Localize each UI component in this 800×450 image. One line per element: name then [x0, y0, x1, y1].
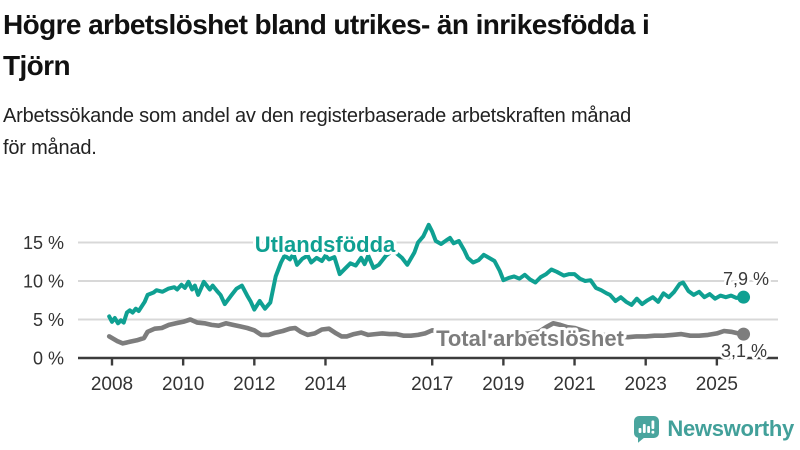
x-axis-label-2023: 2023 [625, 374, 667, 395]
chart-header: Högre arbetslöshet bland utrikes- än inr… [3, 4, 797, 164]
series-label-0: Utlandsfödda [255, 232, 396, 257]
x-axis-label-2017: 2017 [411, 374, 453, 395]
page-title: Högre arbetslöshet bland utrikes- än inr… [3, 4, 797, 86]
y-axis-label-0: 0 % [33, 349, 64, 369]
x-axis-label-2012: 2012 [233, 374, 275, 395]
x-axis-label-2019: 2019 [482, 374, 524, 395]
newsworthy-brand[interactable]: Newsworthy [634, 413, 794, 445]
series-line-1 [106, 317, 746, 346]
line-chart: 0 % 5 % 10 % 15 % 2008 2010 2012 2014 2017 2019 20… [0, 205, 800, 405]
chart-subtitle: Arbetssökande som andel av den registerb… [3, 100, 797, 164]
y-axis-label-5: 5 % [33, 310, 64, 330]
series-label-1: Total arbetslöshet [436, 326, 625, 351]
series-end-dot-0 [737, 290, 751, 304]
series-line-0 [107, 222, 746, 326]
x-axis-label-2010: 2010 [162, 374, 204, 395]
newsworthy-logo-icon [634, 415, 660, 443]
series-end-dot-1 [737, 327, 751, 341]
subtitle-line-1: Arbetssökande som andel av den registerb… [3, 105, 632, 127]
x-axis-label-2008: 2008 [91, 374, 133, 395]
y-axis-label-10: 10 % [23, 272, 64, 292]
title-line-1: Högre arbetslöshet bland utrikes- än inr… [3, 9, 650, 40]
end-value-label-0: 7,9 % [723, 269, 769, 289]
x-axis-label-2025: 2025 [696, 374, 738, 395]
x-axis-label-2021: 2021 [553, 374, 595, 395]
end-value-label-1: 3,1 % [721, 341, 767, 361]
title-line-2: Tjörn [3, 50, 71, 81]
x-axis-label-2014: 2014 [304, 374, 347, 395]
subtitle-line-2: för månad. [3, 137, 97, 159]
y-axis-label-15: 15 % [23, 233, 64, 253]
chart-canvas: 0 % 5 % 10 % 15 % 2008 2010 2012 2014 2017 2019 20… [23, 222, 778, 395]
brand-name: Newsworthy [667, 416, 794, 441]
